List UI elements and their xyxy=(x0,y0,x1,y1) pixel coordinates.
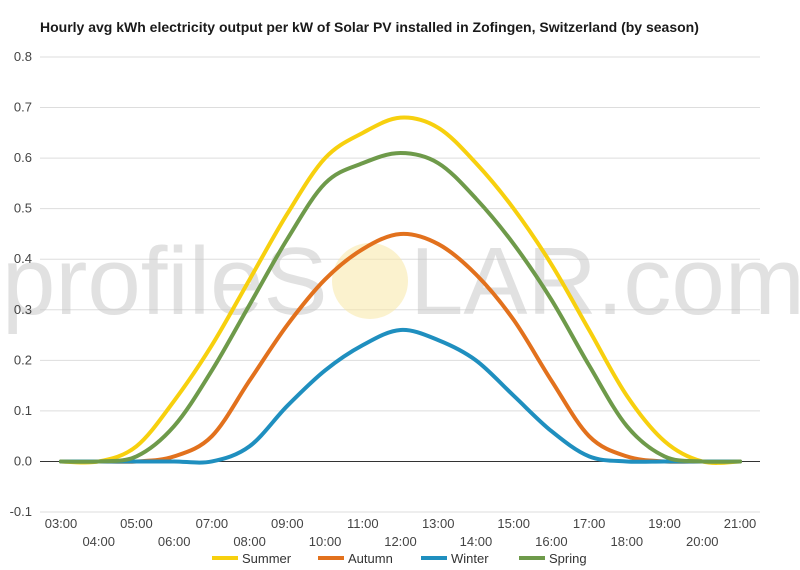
x-tick-label: 06:00 xyxy=(158,534,191,549)
x-tick-label: 17:00 xyxy=(573,516,606,531)
x-tick-label: 18:00 xyxy=(611,534,644,549)
series-line-winter xyxy=(59,327,742,465)
x-tick-label: 08:00 xyxy=(233,534,266,549)
y-tick-label: 0.1 xyxy=(14,403,32,418)
y-axis: -0.1 0.0 0.1 0.2 0.3 0.4 0.5 0.6 0.7 0.8 xyxy=(10,49,32,519)
y-tick-label: 0.3 xyxy=(14,302,32,317)
series xyxy=(59,115,742,465)
x-tick-label: 12:00 xyxy=(384,534,417,549)
x-tick-label: 05:00 xyxy=(120,516,153,531)
x-tick-label: 07:00 xyxy=(196,516,229,531)
y-tick-label: -0.1 xyxy=(10,504,32,519)
legend-label-winter: Winter xyxy=(451,551,489,566)
x-tick-label: 09:00 xyxy=(271,516,304,531)
series-line-summer xyxy=(59,115,742,465)
legend-label-spring: Spring xyxy=(549,551,587,566)
x-tick-label: 14:00 xyxy=(460,534,493,549)
x-tick-label: 03:00 xyxy=(45,516,78,531)
watermark-sun-icon xyxy=(332,243,408,319)
y-tick-label: 0.5 xyxy=(14,201,32,216)
x-tick-label: 10:00 xyxy=(309,534,342,549)
x-tick-label: 15:00 xyxy=(497,516,530,531)
x-tick-label: 20:00 xyxy=(686,534,719,549)
y-tick-label: 0.6 xyxy=(14,150,32,165)
x-tick-label: 11:00 xyxy=(347,516,379,531)
x-tick-label: 21:00 xyxy=(724,516,757,531)
watermark-right-text: LAR.com xyxy=(410,228,800,335)
x-tick-label: 13:00 xyxy=(422,516,455,531)
chart-title: Hourly avg kWh electricity output per kW… xyxy=(40,19,699,35)
watermark-left-text: profileS xyxy=(2,228,328,335)
watermark: profileS LAR.com xyxy=(2,228,800,335)
y-tick-label: 0.7 xyxy=(14,100,32,115)
y-tick-label: 0.4 xyxy=(14,251,32,266)
y-tick-label: 0.8 xyxy=(14,49,32,64)
x-tick-label: 19:00 xyxy=(648,516,681,531)
x-axis: 03:00 04:00 05:00 06:00 07:00 08:00 09:00 10:00… xyxy=(45,516,757,549)
y-tick-label: 0.2 xyxy=(14,352,32,367)
series-line-spring xyxy=(59,151,742,464)
legend: Summer Autumn Winter Spring xyxy=(212,551,587,566)
x-tick-label: 16:00 xyxy=(535,534,568,549)
series-line-autumn xyxy=(59,231,742,464)
y-tick-label: 0.0 xyxy=(14,453,32,468)
x-tick-label: 04:00 xyxy=(82,534,115,549)
legend-label-summer: Summer xyxy=(242,551,292,566)
legend-label-autumn: Autumn xyxy=(348,551,393,566)
